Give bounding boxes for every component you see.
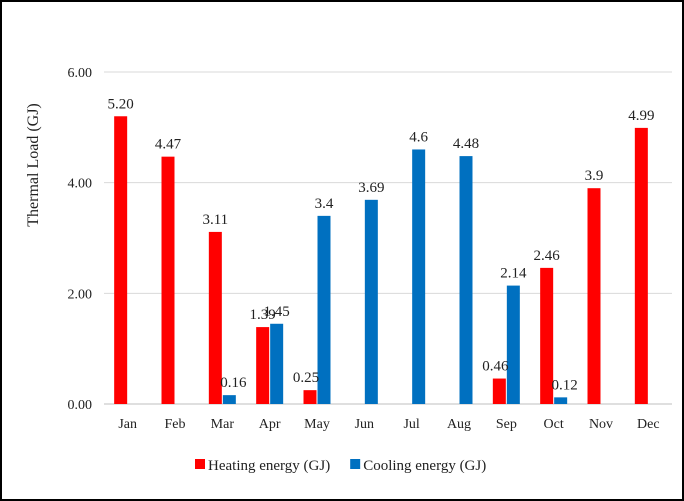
x-tick-label: Jan <box>118 417 137 432</box>
y-tick-label: 6.00 <box>68 66 93 81</box>
heating-data-label: 2.46 <box>534 248 561 264</box>
x-tick-label: Nov <box>589 417 613 432</box>
legend: Heating energy (GJ) Cooling energy (GJ) <box>195 458 486 474</box>
heating-bar <box>492 378 506 404</box>
x-axis-ticks: Jan Feb Mar Apr May Jun Jul Aug Sep Oct Nov Dec <box>118 417 659 432</box>
heating-bar <box>540 267 554 404</box>
y-axis-ticks: 0.00 2.00 4.00 6.00 <box>68 66 93 413</box>
x-tick-label: Dec <box>637 417 660 432</box>
x-tick-label: Oct <box>544 417 564 432</box>
x-tick-label: Jul <box>403 417 419 432</box>
legend-cooling-swatch <box>350 459 361 469</box>
cooling-data-label: 2.14 <box>500 266 527 282</box>
legend-cooling-label: Cooling energy (GJ) <box>363 458 486 474</box>
y-tick-label: 2.00 <box>68 287 93 302</box>
legend-heating-swatch <box>195 459 205 469</box>
cooling-data-label: 0.16 <box>220 375 247 391</box>
heating-data-label: 3.11 <box>202 212 228 228</box>
heating-bar <box>587 188 601 404</box>
x-tick-label: Sep <box>496 417 517 432</box>
x-tick-label: Feb <box>165 417 186 432</box>
legend-heating-label: Heating energy (GJ) <box>208 458 330 474</box>
y-tick-label: 4.00 <box>68 177 93 192</box>
cooling-data-label: 1.45 <box>264 304 290 320</box>
heating-data-label: 0.46 <box>482 359 509 375</box>
heating-bar <box>634 127 648 405</box>
cooling-data-label: 0.12 <box>552 377 578 393</box>
y-axis-title: Thermal Load (GJ) <box>25 103 42 227</box>
heating-bar <box>303 390 317 404</box>
heating-data-label: 3.9 <box>585 168 604 184</box>
x-tick-label: Aug <box>447 417 471 432</box>
heating-bar <box>208 231 222 404</box>
cooling-bar <box>554 397 568 404</box>
x-tick-label: Mar <box>211 417 235 432</box>
data-labels: 5.20 4.47 3.11 0.16 1.391.45 0.25 3.4 3.69 4.6 4.… <box>108 96 655 393</box>
gridlines <box>104 71 672 405</box>
cooling-data-label: 4.6 <box>409 129 428 145</box>
cooling-bar <box>412 149 426 404</box>
heating-bar <box>256 327 270 404</box>
cooling-bar <box>364 199 378 404</box>
heating-data-label: 5.20 <box>108 96 134 112</box>
x-tick-label: May <box>304 417 330 432</box>
bars <box>114 116 648 405</box>
cooling-bar <box>270 323 284 404</box>
heating-data-label: 4.47 <box>155 137 182 153</box>
heating-data-label: 0.25 <box>293 370 319 386</box>
cooling-data-label: 3.4 <box>315 196 334 212</box>
cooling-bar <box>459 156 473 404</box>
heating-bar <box>161 156 175 404</box>
cooling-data-label: 3.69 <box>358 180 384 196</box>
heating-data-label: 1.39 <box>250 307 276 323</box>
cooling-bar <box>506 285 520 404</box>
x-tick-label: Jun <box>355 417 374 432</box>
cooling-data-label: 4.48 <box>453 136 479 152</box>
y-tick-label: 0.00 <box>68 398 93 413</box>
x-tick-label: Apr <box>259 417 281 432</box>
heating-bar <box>114 116 128 405</box>
cooling-bar <box>317 215 331 404</box>
heating-data-label: 4.99 <box>628 108 654 124</box>
cooling-bar <box>222 395 236 404</box>
